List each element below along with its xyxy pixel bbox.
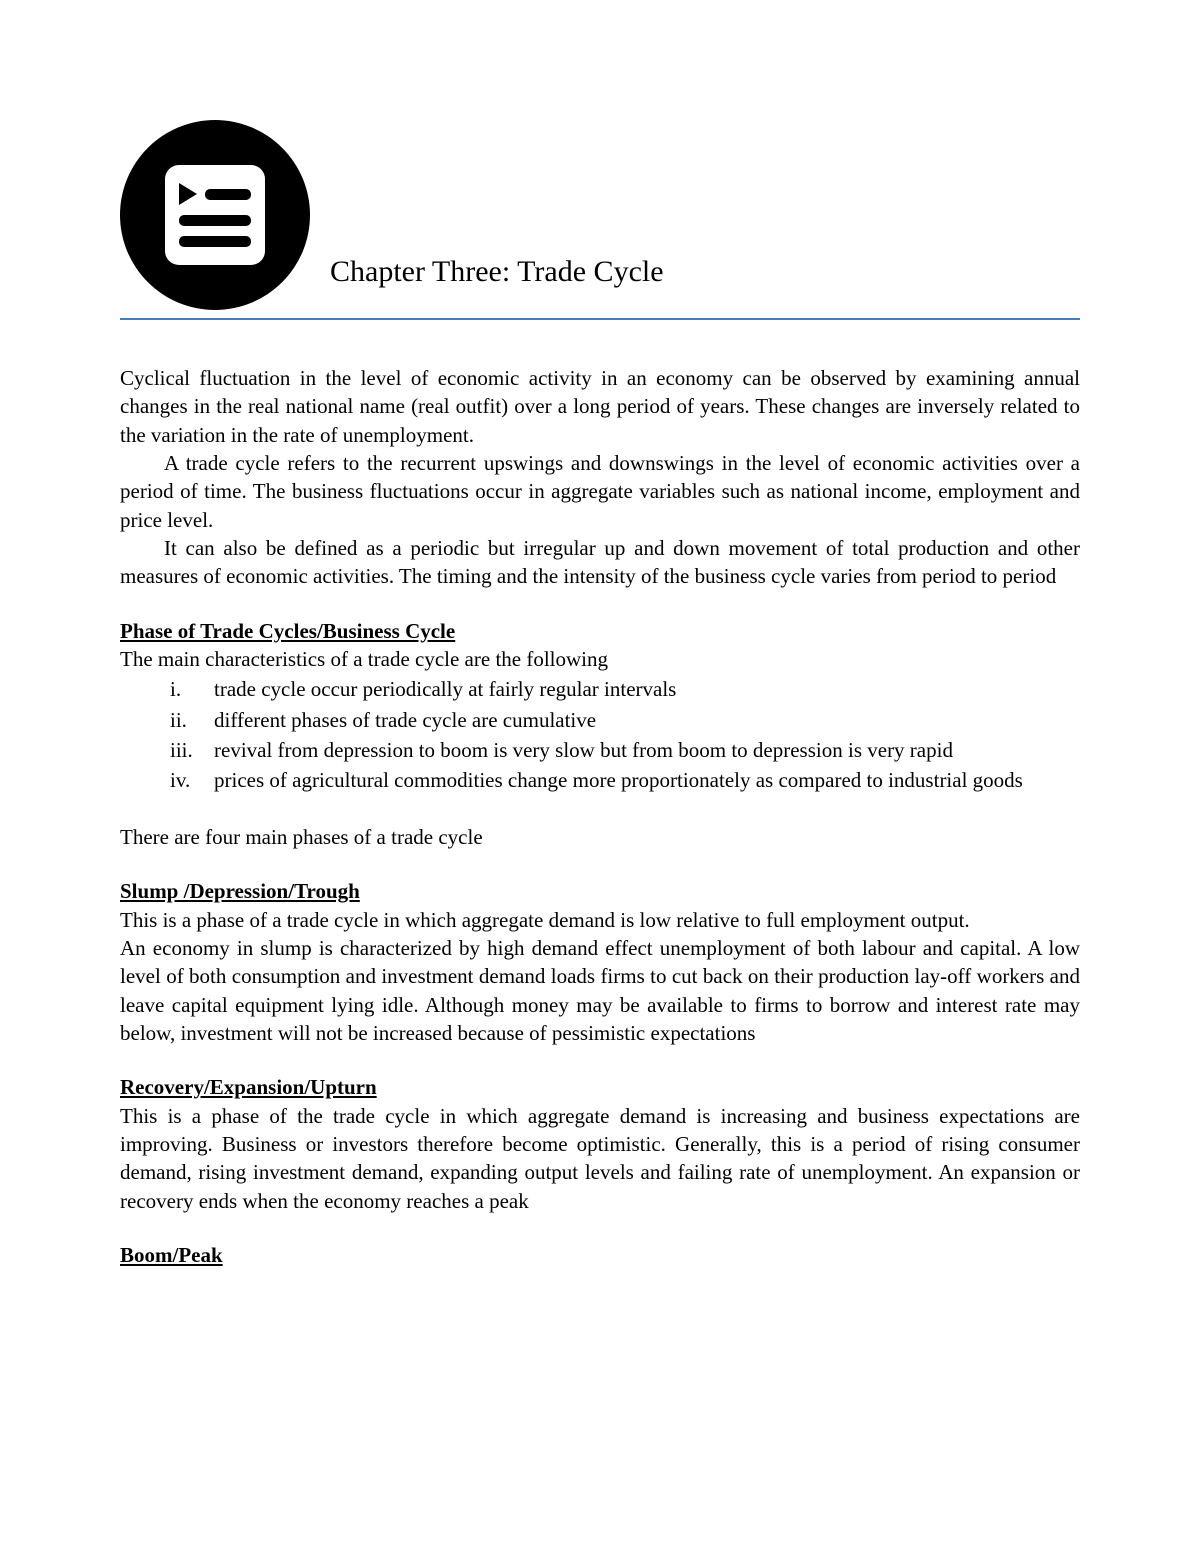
list-numeral: ii. <box>170 706 204 734</box>
list-numeral: iii. <box>170 736 204 764</box>
list-numeral: i. <box>170 675 204 703</box>
list-numeral: iv. <box>170 766 204 794</box>
recovery-heading: Recovery/Expansion/Upturn <box>120 1073 1080 1101</box>
intro-paragraph-3: It can also be defined as a periodic but… <box>120 534 1080 591</box>
boom-heading: Boom/Peak <box>120 1241 1080 1269</box>
slump-heading: Slump /Depression/Trough <box>120 877 1080 905</box>
slump-paragraph-1: This is a phase of a trade cycle in whic… <box>120 906 1080 934</box>
list-item: iv. prices of agricultural commodities ch… <box>170 766 1080 794</box>
recovery-paragraph-1: This is a phase of the trade cycle in wh… <box>120 1102 1080 1215</box>
document-header: Chapter Three: Trade Cycle <box>120 120 1080 310</box>
intro-paragraph-1: Cyclical fluctuation in the level of eco… <box>120 364 1080 449</box>
title-underline <box>120 318 1080 320</box>
list-item: ii. different phases of trade cycle are c… <box>170 706 1080 734</box>
slump-paragraph-2: An economy in slump is characterized by … <box>120 934 1080 1047</box>
four-phases-line: There are four main phases of a trade cy… <box>120 823 1080 851</box>
document-logo-icon <box>120 120 310 310</box>
list-text: different phases of trade cycle are cumu… <box>214 708 596 732</box>
chapter-title: Chapter Three: Trade Cycle <box>330 252 664 311</box>
list-item: iii. revival from depression to boom is v… <box>170 736 1080 764</box>
phase-heading: Phase of Trade Cycles/Business Cycle <box>120 617 1080 645</box>
list-text: revival from depression to boom is very … <box>214 738 953 762</box>
list-item: i. trade cycle occur periodically at fair… <box>170 675 1080 703</box>
intro-paragraph-2: A trade cycle refers to the recurrent up… <box>120 449 1080 534</box>
phase-intro: The main characteristics of a trade cycl… <box>120 645 1080 673</box>
list-text: trade cycle occur periodically at fairly… <box>214 677 676 701</box>
characteristics-list: i. trade cycle occur periodically at fair… <box>120 675 1080 794</box>
list-text: prices of agricultural commodities chang… <box>214 768 1023 792</box>
